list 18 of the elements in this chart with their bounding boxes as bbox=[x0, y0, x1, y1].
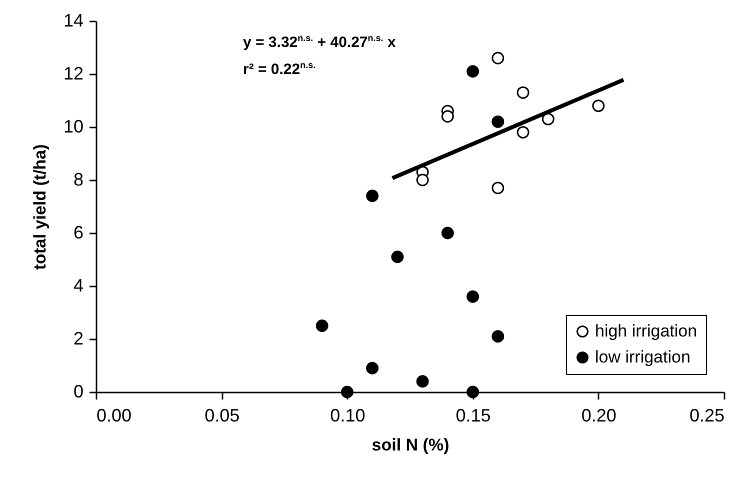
legend-label: high irrigation bbox=[595, 322, 698, 340]
x-axis-title: soil N (%) bbox=[372, 436, 450, 454]
legend-label: low irrigation bbox=[595, 348, 690, 366]
x-tick-label: 0.10 bbox=[330, 406, 366, 426]
y-tick-label: 10 bbox=[63, 116, 84, 136]
x-tick-label: 0.00 bbox=[96, 406, 132, 426]
y-axis-title: total yield (t/ha) bbox=[30, 144, 50, 270]
y-tick-label: 6 bbox=[73, 222, 84, 242]
y-tick-label: 0 bbox=[73, 382, 84, 402]
y-tick-label: 2 bbox=[73, 328, 84, 348]
x-tick-label: 0.05 bbox=[204, 406, 240, 426]
y-tick-label: 14 bbox=[63, 10, 84, 30]
y-tick-label: 4 bbox=[73, 276, 84, 296]
y-tick-label: 8 bbox=[73, 170, 84, 190]
x-tick-label: 0.25 bbox=[689, 406, 724, 426]
x-tick-label: 0.20 bbox=[581, 406, 616, 426]
x-tick-label: 0.15 bbox=[456, 406, 491, 426]
y-tick-label: 12 bbox=[63, 64, 84, 84]
